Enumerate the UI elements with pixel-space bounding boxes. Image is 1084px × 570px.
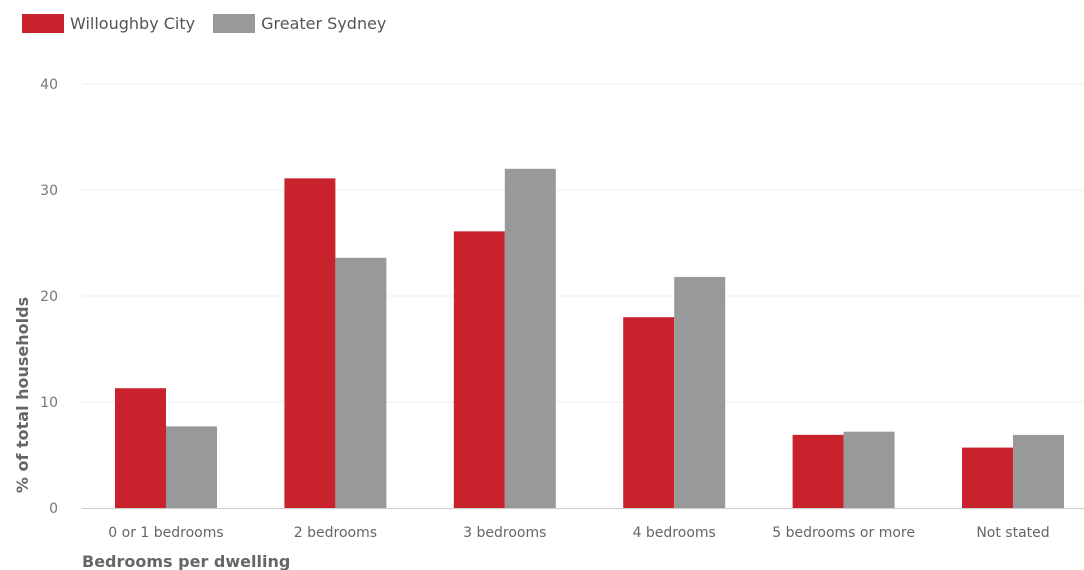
x-axis-title: Bedrooms per dwelling [82, 552, 290, 570]
bar-willoughby-3[interactable] [623, 317, 675, 508]
y-axis-title: % of total households [13, 297, 32, 493]
y-tick-label: 40 [40, 77, 58, 93]
legend-swatch-greater-sydney [213, 14, 256, 33]
legend-item-willoughby[interactable]: Willoughby City [22, 14, 195, 33]
bar-willoughby-4[interactable] [792, 434, 844, 508]
x-axis-categories: 0 or 1 bedrooms 2 bedrooms 3 bedrooms 4 bed… [108, 525, 1049, 541]
bar-greater-sydney-4[interactable] [843, 431, 895, 508]
bar-willoughby-0[interactable] [115, 388, 166, 508]
bar-willoughby-5[interactable] [962, 447, 1013, 508]
bars [115, 168, 1064, 509]
x-category-label: 0 or 1 bedrooms [108, 525, 223, 541]
bar-greater-sydney-3[interactable] [674, 276, 726, 508]
y-axis-ticks: 0 10 20 30 40 [40, 77, 58, 517]
x-category-label: 5 bedrooms or more [772, 525, 915, 541]
bar-willoughby-1[interactable] [284, 178, 336, 508]
bar-greater-sydney-1[interactable] [335, 257, 387, 508]
legend-swatch-willoughby [22, 14, 64, 33]
x-category-label: 2 bedrooms [294, 525, 377, 541]
legend-item-greater-sydney[interactable]: Greater Sydney [213, 14, 386, 33]
bar-willoughby-2[interactable] [453, 231, 505, 508]
legend-label-willoughby: Willoughby City [70, 14, 196, 33]
bar-greater-sydney-5[interactable] [1013, 434, 1064, 508]
bar-greater-sydney-2[interactable] [504, 168, 556, 509]
y-tick-label: 20 [40, 289, 58, 305]
gridlines [82, 83, 1084, 403]
y-tick-label: 30 [40, 183, 58, 199]
x-category-label: 3 bedrooms [463, 525, 546, 541]
bar-greater-sydney-0[interactable] [166, 426, 217, 508]
x-category-label: 4 bedrooms [633, 525, 716, 541]
x-category-label: Not stated [976, 525, 1049, 541]
y-tick-label: 0 [49, 501, 58, 517]
legend-label-greater-sydney: Greater Sydney [261, 14, 387, 33]
y-tick-label: 10 [40, 395, 58, 411]
legend: Willoughby City Greater Sydney [22, 14, 386, 33]
